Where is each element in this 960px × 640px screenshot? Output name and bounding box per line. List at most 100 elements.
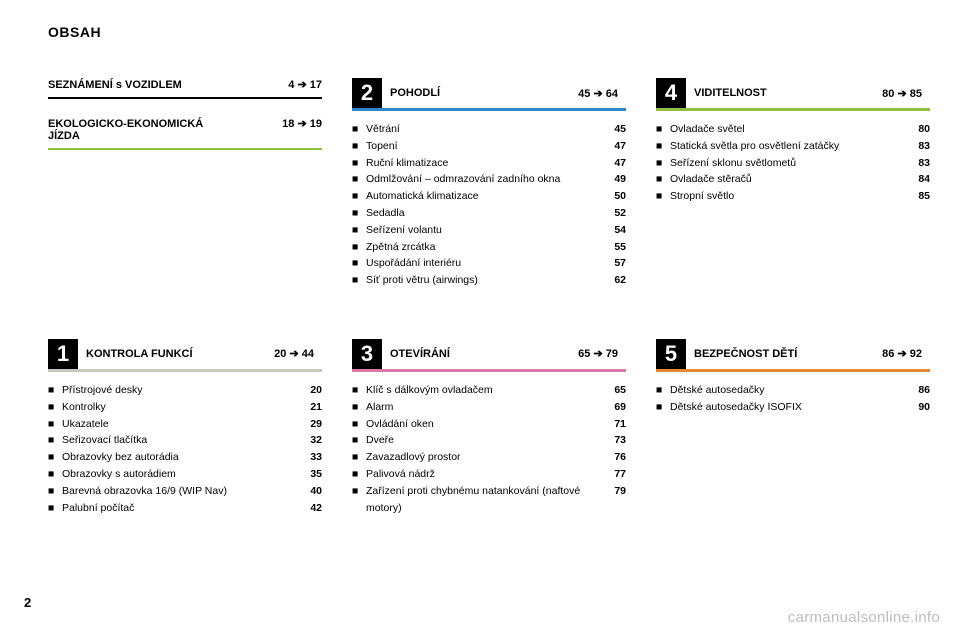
toc-item: ■Statická světla pro osvětlení zatáčky83 [656, 138, 930, 155]
toc-item-label: Sedadla [366, 205, 602, 222]
toc-item: ■Seřizovací tlačítka32 [48, 432, 322, 449]
watermark: carmanualsonline.info [788, 609, 940, 626]
toc-item: ■Ovladače stěračů84 [656, 171, 930, 188]
toc-item-label: Klíč s dálkovým ovladačem [366, 382, 602, 399]
toc-item: ■Sedadla52 [352, 205, 626, 222]
toc-item-page: 21 [298, 399, 322, 416]
toc-item: ■Dětské autosedačky86 [656, 382, 930, 399]
bullet-icon: ■ [352, 138, 366, 155]
range-to: 17 [310, 79, 322, 91]
bullet-icon: ■ [656, 171, 670, 188]
toc-item-page: 73 [602, 432, 626, 449]
toc-item: ■Zařízení proti chybnému natankování (na… [352, 483, 626, 517]
top-col-1: SEZNÁMENÍ s VOZIDLEM 4 ➔ 17 EKOLOGICKO-E… [48, 78, 322, 299]
section-range: 45 ➔ 64 [578, 87, 618, 100]
bullet-icon: ■ [48, 399, 62, 416]
divider [48, 148, 322, 150]
bullet-icon: ■ [352, 382, 366, 399]
toc-item-page: 57 [602, 255, 626, 272]
toc-item-label: Seřízení volantu [366, 222, 602, 239]
page-number: 2 [24, 595, 31, 610]
bullet-icon: ■ [352, 121, 366, 138]
bullet-icon: ■ [656, 382, 670, 399]
bullet-icon: ■ [48, 466, 62, 483]
bottom-col-3: 5 BEZPEČNOST DĚTÍ 86 ➔ 92 ■Dětské autose… [656, 339, 930, 526]
bullet-icon: ■ [352, 416, 366, 433]
toc-item-label: Barevná obrazovka 16/9 (WIP Nav) [62, 483, 298, 500]
bullet-icon: ■ [352, 222, 366, 239]
section-bar [352, 108, 626, 111]
toc-item-label: Statická světla pro osvětlení zatáčky [670, 138, 906, 155]
section-4: 4 VIDITELNOST 80 ➔ 85 ■Ovladače světel80… [656, 78, 930, 205]
toc-item: ■Zavazadlový prostor76 [352, 449, 626, 466]
toc-item-page: 40 [298, 483, 322, 500]
range-to: 79 [606, 348, 618, 360]
eco-section: EKOLOGICKO-EKONOMICKÁ JÍZDA 18 ➔ 19 [48, 117, 322, 150]
arrow-icon: ➔ [297, 118, 309, 130]
toc-item-page: 90 [906, 399, 930, 416]
toc-item-label: Zavazadlový prostor [366, 449, 602, 466]
toc-item: ■Dětské autosedačky ISOFIX90 [656, 399, 930, 416]
toc-item-label: Seřizovací tlačítka [62, 432, 298, 449]
toc-item: ■Obrazovky bez autorádia33 [48, 449, 322, 466]
toc-item-page: 54 [602, 222, 626, 239]
intro-section: SEZNÁMENÍ s VOZIDLEM 4 ➔ 17 [48, 78, 322, 99]
section-header: 1 KONTROLA FUNKCÍ 20 ➔ 44 [48, 339, 322, 369]
section-title: OTEVÍRÁNÍ [390, 348, 450, 360]
section-range: 20 ➔ 44 [274, 347, 314, 360]
toc-item-label: Větrání [366, 121, 602, 138]
toc-item-label: Palubní počítač [62, 500, 298, 517]
toc-item-page: 86 [906, 382, 930, 399]
toc-item-label: Ovladače stěračů [670, 171, 906, 188]
toc-item-page: 20 [298, 382, 322, 399]
section-title: KONTROLA FUNKCÍ [86, 348, 193, 360]
section-header: 5 BEZPEČNOST DĚTÍ 86 ➔ 92 [656, 339, 930, 369]
toc-item-label: Automatická klimatizace [366, 188, 602, 205]
toc-item: ■Odmlžování – odmrazování zadního okna49 [352, 171, 626, 188]
toc-item-page: 52 [602, 205, 626, 222]
toc-item-page: 55 [602, 239, 626, 256]
toc-item-label: Dveře [366, 432, 602, 449]
bullet-icon: ■ [656, 155, 670, 172]
toc-item: ■Zpětná zrcátka55 [352, 239, 626, 256]
section-number: 3 [352, 339, 382, 369]
section-range: 18 ➔ 19 [282, 117, 322, 130]
toc-item-label: Seřízení sklonu světlometů [670, 155, 906, 172]
arrow-icon: ➔ [897, 88, 909, 100]
bullet-icon: ■ [352, 155, 366, 172]
section-title: SEZNÁMENÍ s VOZIDLEM [48, 79, 182, 91]
toc-item-label: Odmlžování – odmrazování zadního okna [366, 171, 602, 188]
section-title: EKOLOGICKO-EKONOMICKÁ JÍZDA [48, 118, 218, 142]
divider [48, 97, 322, 99]
toc-item-page: 49 [602, 171, 626, 188]
bullet-icon: ■ [352, 255, 366, 272]
bullet-icon: ■ [656, 188, 670, 205]
bullet-icon: ■ [352, 272, 366, 289]
section-items: ■Dětské autosedačky86■Dětské autosedačky… [656, 382, 930, 416]
section-5: 5 BEZPEČNOST DĚTÍ 86 ➔ 92 ■Dětské autose… [656, 339, 930, 416]
section-3: 3 OTEVÍRÁNÍ 65 ➔ 79 ■Klíč s dálkovým ovl… [352, 339, 626, 516]
bullet-icon: ■ [48, 500, 62, 517]
toc-item-page: 45 [602, 121, 626, 138]
toc-item-page: 85 [906, 188, 930, 205]
toc-item-page: 33 [298, 449, 322, 466]
toc-item-page: 47 [602, 138, 626, 155]
section-range: 4 ➔ 17 [288, 78, 322, 91]
toc-item-page: 42 [298, 500, 322, 517]
toc-item-label: Ruční klimatizace [366, 155, 602, 172]
toc-item: ■Větrání45 [352, 121, 626, 138]
toc-item: ■Ukazatele29 [48, 416, 322, 433]
section-title: VIDITELNOST [694, 87, 767, 99]
toc-item: ■Seřízení volantu54 [352, 222, 626, 239]
toc-item-page: 80 [906, 121, 930, 138]
toc-item-label: Přístrojové desky [62, 382, 298, 399]
section-items: ■Klíč s dálkovým ovladačem65■Alarm69■Ovl… [352, 382, 626, 516]
range-to: 19 [310, 118, 322, 130]
toc-item-label: Zpětná zrcátka [366, 239, 602, 256]
arrow-icon: ➔ [289, 348, 301, 360]
bottom-col-1: 1 KONTROLA FUNKCÍ 20 ➔ 44 ■Přístrojové d… [48, 339, 322, 526]
toc-item: ■Dveře73 [352, 432, 626, 449]
toc-item: ■Palivová nádrž77 [352, 466, 626, 483]
toc-item-label: Ovladače světel [670, 121, 906, 138]
toc-item: ■Automatická klimatizace50 [352, 188, 626, 205]
